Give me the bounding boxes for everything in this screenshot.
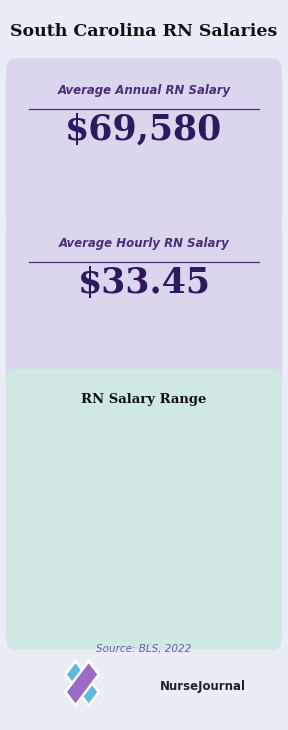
Bar bbox=[194, 532, 223, 617]
Polygon shape bbox=[65, 661, 99, 705]
Bar bbox=[61, 583, 90, 617]
Text: Average Annual RN Salary: Average Annual RN Salary bbox=[57, 84, 231, 97]
Text: $33.45: $33.45 bbox=[77, 266, 211, 300]
Bar bbox=[105, 532, 134, 617]
Bar bbox=[150, 447, 179, 617]
Text: South Carolina RN Salaries: South Carolina RN Salaries bbox=[10, 23, 278, 40]
Legend: Percentage of RNs: Percentage of RNs bbox=[55, 428, 177, 444]
Text: Average Hourly RN Salary: Average Hourly RN Salary bbox=[59, 237, 229, 250]
Polygon shape bbox=[65, 661, 99, 705]
Text: $69,580: $69,580 bbox=[65, 112, 223, 147]
Text: Source: BLS, 2022: Source: BLS, 2022 bbox=[96, 644, 192, 654]
Text: RN Salary Range: RN Salary Range bbox=[81, 393, 207, 406]
Text: NurseJournal: NurseJournal bbox=[160, 680, 246, 693]
Bar bbox=[239, 583, 268, 617]
